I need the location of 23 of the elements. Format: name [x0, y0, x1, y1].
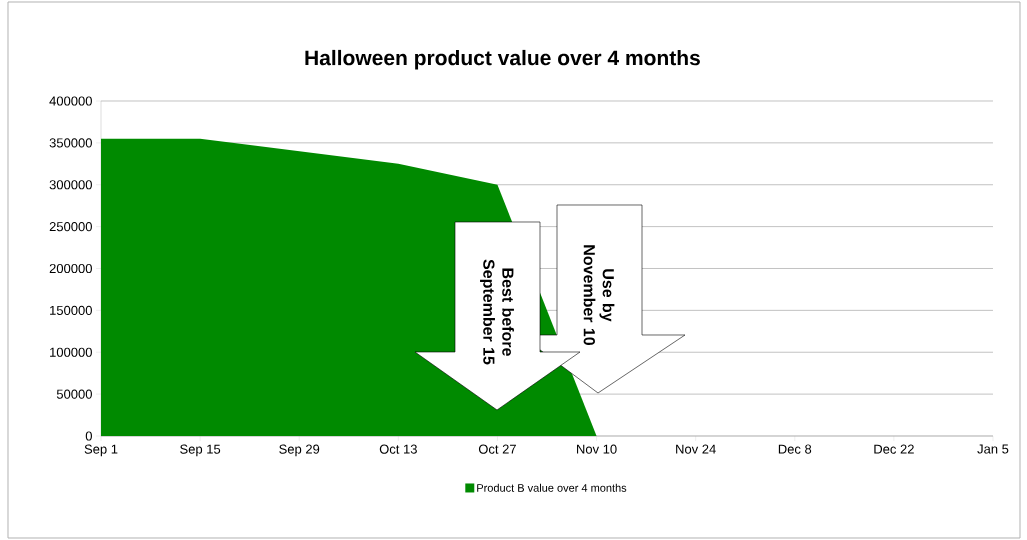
y-tick-label: 350000: [49, 138, 92, 148]
y-tick-label: 50000: [56, 389, 92, 399]
x-tick-label: Dec 22: [874, 444, 914, 454]
chart-title: Halloween product value over 4 months: [305, 49, 700, 70]
legend-label: Product B value over 4 months: [477, 483, 627, 492]
x-tick-label: Jan 5: [977, 444, 1009, 454]
annotation: Use by November 10: [583, 245, 615, 345]
x-tick-label: Nov 24: [676, 444, 716, 454]
y-tick-label: 100000: [50, 347, 92, 357]
x-tick-label: Oct 13: [379, 444, 417, 454]
x-tick-label: Dec 8: [778, 444, 812, 454]
y-tick-label: 250000: [49, 222, 92, 232]
x-tick-label: Sep 1: [84, 444, 118, 457]
annotation: Best before September 15: [480, 259, 514, 365]
y-tick-label: 400000: [49, 96, 92, 106]
y-tick-label: 0: [85, 431, 92, 441]
x-tick-label: Sep 29: [279, 444, 320, 457]
y-tick-label: 200000: [49, 263, 92, 274]
x-tick-label: Sep 15: [180, 444, 221, 457]
x-tick-label: Nov 10: [577, 444, 617, 454]
x-tick-label: Oct 27: [478, 444, 516, 454]
y-tick-label: 300000: [49, 180, 92, 190]
y-tick-label: 150000: [50, 305, 92, 315]
